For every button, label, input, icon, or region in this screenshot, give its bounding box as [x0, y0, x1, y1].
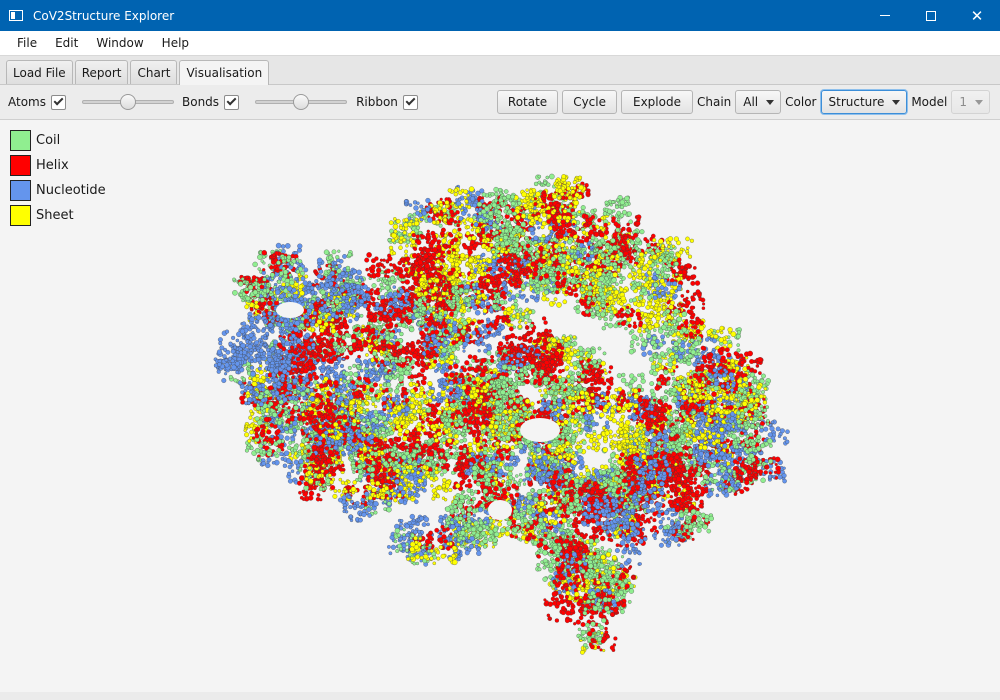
- visualisation-toolbar: Atoms Bonds Ribbon Rotate Cycle Explode …: [0, 85, 1000, 120]
- status-strip: [0, 692, 1000, 700]
- chain-select-value: All: [743, 95, 758, 109]
- molecule-3d-view[interactable]: [0, 120, 1000, 692]
- structure-legend: Coil Helix Nucleotide Sheet: [10, 128, 106, 228]
- legend-label: Coil: [36, 133, 60, 148]
- legend-label: Helix: [36, 158, 69, 173]
- chevron-down-icon: [975, 100, 983, 105]
- legend-item-coil: Coil: [10, 128, 106, 153]
- menu-help[interactable]: Help: [153, 31, 198, 56]
- tab-visualisation[interactable]: Visualisation: [179, 60, 269, 85]
- molecule-atoms: [214, 174, 790, 655]
- legend-swatch: [10, 205, 31, 226]
- legend-item-sheet: Sheet: [10, 203, 106, 228]
- visualisation-pane: Coil Helix Nucleotide Sheet: [0, 120, 1000, 692]
- toolbar-right-group: Rotate Cycle Explode Chain All Color Str…: [497, 90, 1000, 114]
- window-title: CoV2Structure Explorer: [33, 9, 174, 23]
- cycle-button[interactable]: Cycle: [562, 90, 617, 114]
- maximize-icon: [926, 11, 936, 21]
- close-button[interactable]: ✕: [954, 0, 1000, 31]
- slider-thumb[interactable]: [120, 94, 136, 110]
- color-label: Color: [785, 95, 816, 109]
- close-icon: ✕: [971, 7, 984, 25]
- legend-item-helix: Helix: [10, 153, 106, 178]
- rotate-button[interactable]: Rotate: [497, 90, 558, 114]
- minimize-icon: [880, 15, 890, 16]
- chevron-down-icon: [766, 100, 774, 105]
- tab-chart[interactable]: Chart: [130, 60, 177, 84]
- bonds-checkbox[interactable]: [224, 95, 239, 110]
- minimize-button[interactable]: [862, 0, 908, 31]
- menu-bar: File Edit Window Help: [0, 31, 1000, 56]
- bonds-label: Bonds: [182, 95, 219, 109]
- title-bar: CoV2Structure Explorer ✕: [0, 0, 1000, 31]
- tab-bar: Load File Report Chart Visualisation: [0, 56, 1000, 85]
- legend-label: Sheet: [36, 208, 74, 223]
- legend-swatch: [10, 155, 31, 176]
- model-select-value: 1: [959, 95, 967, 109]
- atoms-checkbox[interactable]: [51, 95, 66, 110]
- chain-select[interactable]: All: [735, 90, 781, 114]
- explode-button[interactable]: Explode: [621, 90, 693, 114]
- app-window-icon: [9, 10, 23, 21]
- ribbon-label: Ribbon: [356, 95, 398, 109]
- model-select[interactable]: 1: [951, 90, 990, 114]
- atoms-label: Atoms: [8, 95, 46, 109]
- tab-report[interactable]: Report: [75, 60, 129, 84]
- bonds-size-slider[interactable]: [255, 93, 347, 111]
- atoms-size-slider[interactable]: [82, 93, 174, 111]
- legend-item-nucleotide: Nucleotide: [10, 178, 106, 203]
- legend-swatch: [10, 180, 31, 201]
- legend-label: Nucleotide: [36, 183, 106, 198]
- chain-label: Chain: [697, 95, 731, 109]
- menu-file[interactable]: File: [8, 31, 46, 56]
- tab-load-file[interactable]: Load File: [6, 60, 73, 84]
- menu-edit[interactable]: Edit: [46, 31, 87, 56]
- maximize-button[interactable]: [908, 0, 954, 31]
- ribbon-checkbox[interactable]: [403, 95, 418, 110]
- slider-thumb[interactable]: [293, 94, 309, 110]
- checkmark-icon: [405, 96, 415, 106]
- chevron-down-icon: [892, 100, 900, 105]
- legend-swatch: [10, 130, 31, 151]
- checkmark-icon: [54, 96, 64, 106]
- color-select[interactable]: Structure: [821, 90, 908, 114]
- checkmark-icon: [227, 96, 237, 106]
- window-controls: ✕: [862, 0, 1000, 31]
- menu-window[interactable]: Window: [87, 31, 152, 56]
- model-label: Model: [911, 95, 947, 109]
- color-select-value: Structure: [829, 95, 885, 109]
